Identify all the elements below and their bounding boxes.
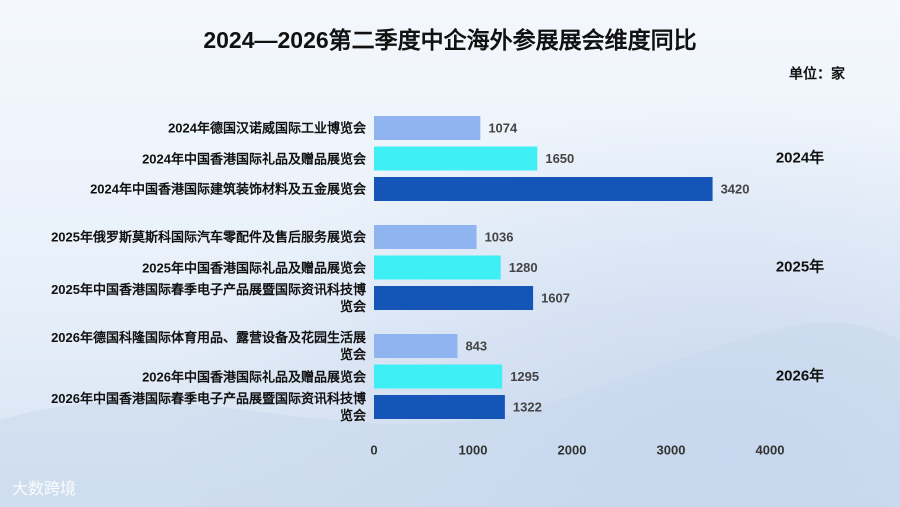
x-tick-label: 4000 <box>756 442 785 457</box>
bar <box>374 286 534 310</box>
background-wave <box>0 322 900 507</box>
bar <box>374 225 477 249</box>
value-label: 1280 <box>509 260 538 275</box>
bar <box>374 146 538 171</box>
group-label: 2024年 <box>776 148 824 166</box>
category-label: 2026年中国香港国际礼品及赠品展览会 <box>142 369 366 384</box>
category-label: 2024年中国香港国际建筑装饰材料及五金展览会 <box>90 181 366 197</box>
watermark: 大数跨境 <box>12 479 76 498</box>
bar <box>374 364 503 389</box>
group-label: 2026年 <box>776 366 824 384</box>
bar <box>374 334 458 358</box>
x-tick-label: 3000 <box>657 442 686 457</box>
unit-label: 单位：家 <box>789 66 846 82</box>
value-label: 843 <box>465 338 487 353</box>
category-label: 2025年俄罗斯莫斯科国际汽车零配件及售后服务展览会 <box>51 229 366 245</box>
category-label: 2025年中国香港国际春季电子产品展暨国际资讯科技博览会 <box>51 282 366 314</box>
value-label: 1295 <box>510 369 539 384</box>
value-label: 1322 <box>513 399 542 414</box>
value-label: 1074 <box>488 120 518 135</box>
bar <box>374 255 501 280</box>
bar <box>374 177 713 201</box>
category-label: 2024年德国汉诺威国际工业博览会 <box>168 120 366 136</box>
x-tick-label: 1000 <box>459 442 488 457</box>
category-label: 2026年中国香港国际春季电子产品展暨国际资讯科技博览会 <box>51 391 366 423</box>
category-label: 2026年德国科隆国际体育用品、露营设备及花园生活展览会 <box>51 330 366 362</box>
bar <box>374 116 481 140</box>
value-label: 3420 <box>721 181 750 196</box>
x-tick-label: 2000 <box>558 442 587 457</box>
chart-title: 2024—2026第二季度中企海外参展展会维度同比 <box>203 27 696 53</box>
x-tick-label: 0 <box>370 442 377 457</box>
category-label: 2025年中国香港国际礼品及赠品展览会 <box>142 260 366 275</box>
category-label: 2024年中国香港国际礼品及赠品展览会 <box>142 151 366 166</box>
value-label: 1650 <box>545 151 574 166</box>
value-label: 1036 <box>485 229 514 244</box>
value-label: 1607 <box>541 290 570 305</box>
group-label: 2025年 <box>776 257 824 275</box>
bar <box>374 395 505 419</box>
